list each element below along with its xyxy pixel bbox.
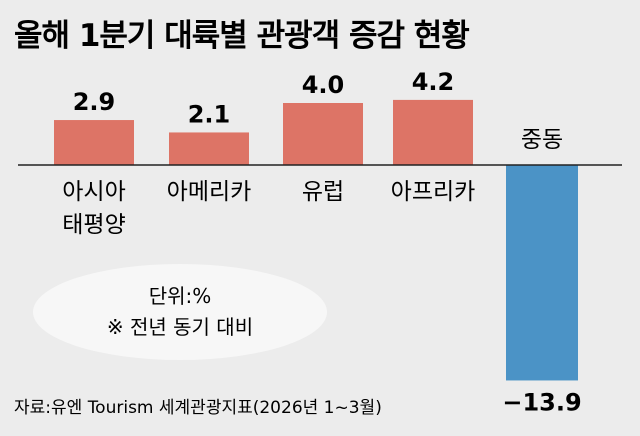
value-label-4: −13.9: [502, 388, 581, 416]
value-label-1: 2.1: [188, 100, 231, 128]
bar-3: [393, 99, 473, 165]
value-label-2: 4.0: [302, 71, 345, 99]
bar-0: [54, 120, 134, 165]
category-label-3-0: 아프리카: [391, 179, 476, 205]
category-label-0-0: 아시아: [62, 179, 125, 205]
bar-4: [506, 165, 578, 381]
source-note: 자료:유엔 Tourism 세계관광지표(2026년 1~3월): [14, 398, 382, 418]
chart-title: 올해 1분기 대륙별 관광객 증감 현황: [14, 18, 469, 54]
category-label-0-1: 태평양: [62, 212, 125, 238]
unit-note: 단위:%: [149, 284, 212, 308]
category-label-2-0: 유럽: [302, 179, 344, 205]
value-label-0: 2.9: [73, 88, 116, 116]
bars-group: [54, 99, 578, 381]
category-label-1-0: 아메리카: [167, 179, 252, 205]
category-label-4-0: 중동: [521, 127, 563, 153]
bar-1: [169, 132, 249, 165]
value-label-3: 4.2: [412, 68, 455, 96]
comparison-note: ※ 전년 동기 대비: [107, 315, 253, 339]
note-ellipse: [33, 264, 327, 360]
bar-2: [283, 103, 363, 165]
